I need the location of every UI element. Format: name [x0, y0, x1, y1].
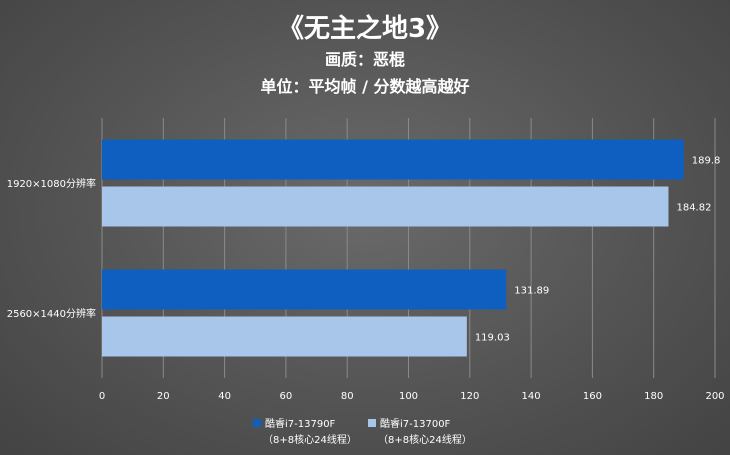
bar [102, 316, 467, 357]
data-label: 119.03 [475, 333, 510, 344]
x-tick-label: 80 [341, 391, 354, 402]
x-tick-label: 160 [583, 391, 602, 402]
data-label: 189.8 [692, 156, 721, 167]
category-label: 1920×1080分辨率 [7, 177, 96, 190]
chart-subtitle-quality: 画质：恶棍 [325, 50, 405, 69]
data-label: 184.82 [676, 203, 711, 214]
legend-label: 酷睿i7-13700F [380, 417, 451, 430]
value-labels: 189.8 184.82 131.89 119.03 [475, 156, 721, 344]
legend: 酷睿i7-13790F （8+8核心24线程） 酷睿i7-13700F （8+8核心2… [253, 417, 472, 446]
x-tick-label: 20 [157, 391, 170, 402]
x-tick-label: 140 [522, 391, 541, 402]
x-tick-label: 200 [705, 391, 724, 402]
category-label: 2560×1440分辨率 [7, 307, 96, 320]
x-tick-label: 100 [399, 391, 418, 402]
bars [102, 139, 684, 357]
legend-label: 酷睿i7-13790F [265, 417, 336, 430]
data-label: 131.89 [514, 286, 549, 297]
x-axis-ticks: 0 20 40 60 80 100 120 140 160 180 200 [99, 391, 725, 402]
chart-title: 《无主之地3》 [278, 13, 452, 44]
legend-swatch [253, 419, 261, 427]
chart-subtitle-unit: 单位：平均帧 / 分数越高越好 [261, 77, 470, 96]
category-labels: 1920×1080分辨率 2560×1440分辨率 [7, 177, 96, 320]
x-tick-label: 0 [99, 391, 105, 402]
x-tick-label: 40 [218, 391, 231, 402]
x-tick-label: 60 [280, 391, 293, 402]
x-tick-label: 180 [644, 391, 663, 402]
legend-swatch [368, 419, 376, 427]
legend-sublabel: （8+8核心24线程） [263, 433, 357, 446]
x-tick-label: 120 [460, 391, 479, 402]
legend-sublabel: （8+8核心24线程） [378, 433, 472, 446]
bar [102, 139, 684, 180]
bar [102, 186, 669, 227]
bar [102, 269, 507, 310]
